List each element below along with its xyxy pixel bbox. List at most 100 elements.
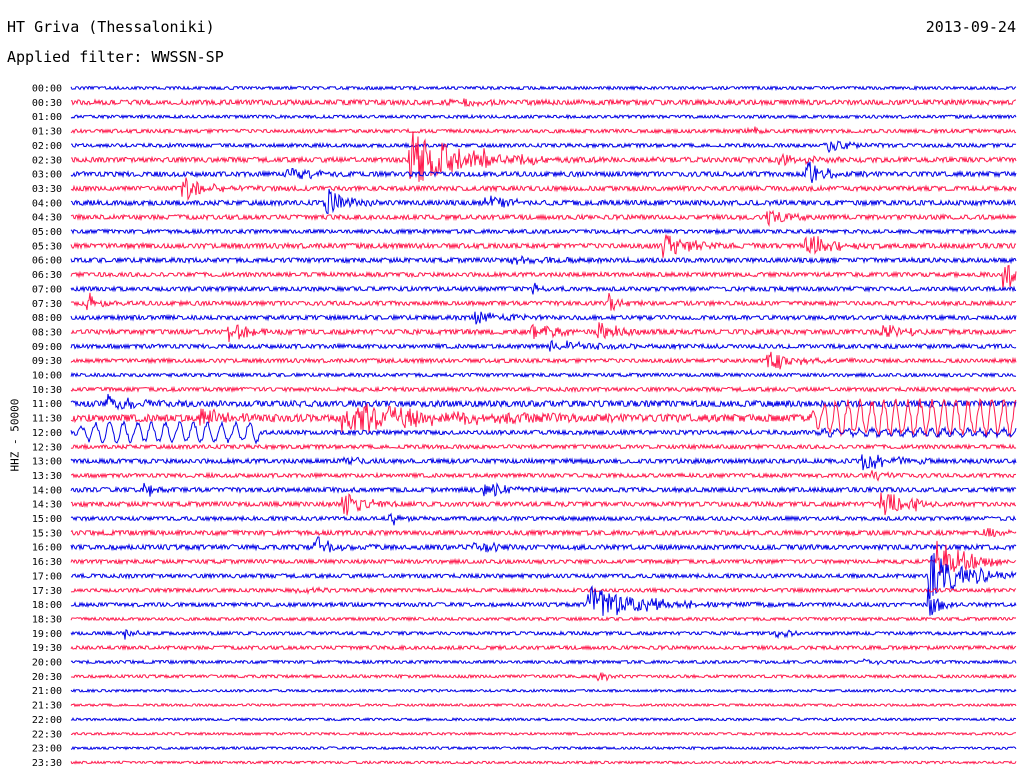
time-tick-label: 22:00 [32,715,62,726]
seismic-trace [70,629,1017,640]
time-tick-label: 15:00 [32,514,62,525]
time-tick-label: 13:30 [32,471,62,482]
time-tick-label: 18:30 [32,614,62,625]
time-tick-label: 00:30 [32,98,62,109]
time-tick-label: 18:00 [32,600,62,611]
seismic-trace [70,227,1017,236]
time-tick-label: 21:00 [32,686,62,697]
seismic-trace [70,177,1017,202]
seismic-trace [70,553,1017,600]
seismic-trace [70,371,1017,379]
seismic-trace [70,339,1017,352]
time-tick-label: 02:30 [32,155,62,166]
seismic-trace [71,98,1017,108]
seismic-trace [70,234,1017,258]
seismic-trace [70,282,1017,295]
time-tick-label: 04:30 [32,213,62,224]
seismic-trace [71,140,1017,154]
seismic-trace [70,470,1017,482]
time-tick-label: 11:00 [32,399,62,410]
station-title: HT Griva (Thessaloniki) [7,18,215,36]
seismic-trace [70,528,1017,538]
time-tick-label: 09:30 [32,356,62,367]
seismic-trace [70,536,1017,554]
time-tick-label: 08:00 [32,313,62,324]
time-tick-label: 01:30 [32,127,62,138]
time-tick-label: 07:30 [32,299,62,310]
seismic-trace [70,131,1017,182]
time-tick-label: 17:00 [32,571,62,582]
time-tick-label: 11:30 [32,414,62,425]
time-tick-label: 19:00 [32,629,62,640]
seismic-trace [70,658,1017,666]
seismic-trace [70,398,1017,439]
time-tick-label: 14:30 [32,500,62,511]
time-tick-label: 22:30 [32,729,62,740]
seismic-trace [70,292,1017,312]
seismic-trace [70,385,1017,394]
seismic-trace [70,322,1017,343]
time-tick-label: 17:30 [32,586,62,597]
seismic-trace [70,616,1017,622]
time-tick-label: 23:30 [32,758,62,769]
seismic-trace [70,540,1017,576]
seismic-trace [70,420,1017,445]
record-date: 2013-09-24 [925,18,1016,36]
time-tick-label: 12:00 [32,428,62,439]
time-tick-label: 05:00 [32,227,62,238]
time-tick-label: 03:00 [32,170,62,181]
seismic-trace [70,482,1017,497]
time-tick-label: 14:00 [32,485,62,496]
seismic-trace [70,85,1017,92]
seismic-trace [70,512,1017,526]
time-tick-label: 13:00 [32,457,62,468]
seismic-trace [70,209,1017,227]
seismic-trace [70,745,1017,751]
time-tick-label: 09:00 [32,342,62,353]
seismic-trace [70,688,1017,694]
seismic-trace [70,311,1017,325]
time-tick-label: 21:30 [32,701,62,712]
seismic-trace [70,644,1017,652]
time-tick-label: 20:00 [32,658,62,669]
time-tick-label: 23:00 [32,744,62,755]
time-tick-label: 10:30 [32,385,62,396]
time-tick-label: 01:00 [32,112,62,123]
time-tick-label: 16:30 [32,557,62,568]
seismic-trace [70,586,1017,596]
seismic-trace [70,717,1017,722]
seismic-trace [70,760,1017,765]
time-tick-label: 02:00 [32,141,62,152]
time-tick-label: 15:30 [32,528,62,539]
seismic-trace [70,393,1017,411]
seismic-trace [70,442,1017,451]
seismic-trace [70,264,1017,290]
time-tick-label: 12:30 [32,442,62,453]
seismic-trace [70,702,1017,708]
seismic-trace [70,671,1017,682]
time-tick-label: 19:30 [32,643,62,654]
time-tick-label: 00:00 [32,84,62,95]
time-tick-label: 07:00 [32,284,62,295]
time-tick-label: 16:00 [32,543,62,554]
seismic-trace [70,254,1017,265]
time-tick-label: 06:00 [32,256,62,267]
seismic-trace [70,454,1017,471]
seismic-trace [70,113,1017,120]
seismic-trace [70,126,1017,135]
time-tick-label: 08:30 [32,327,62,338]
seismic-trace [70,731,1017,737]
seismic-trace [70,161,1017,184]
time-tick-label: 03:30 [32,184,62,195]
time-tick-label: 20:30 [32,672,62,683]
time-tick-label: 05:30 [32,241,62,252]
seismic-trace [70,585,1017,616]
time-tick-label: 04:00 [32,198,62,209]
time-tick-label: 10:00 [32,371,62,382]
time-tick-label: 06:30 [32,270,62,281]
seismic-trace [70,188,1017,214]
filter-label: Applied filter: WWSSN-SP [7,48,224,66]
seismic-trace [70,492,1017,516]
seismic-trace [70,351,1017,370]
